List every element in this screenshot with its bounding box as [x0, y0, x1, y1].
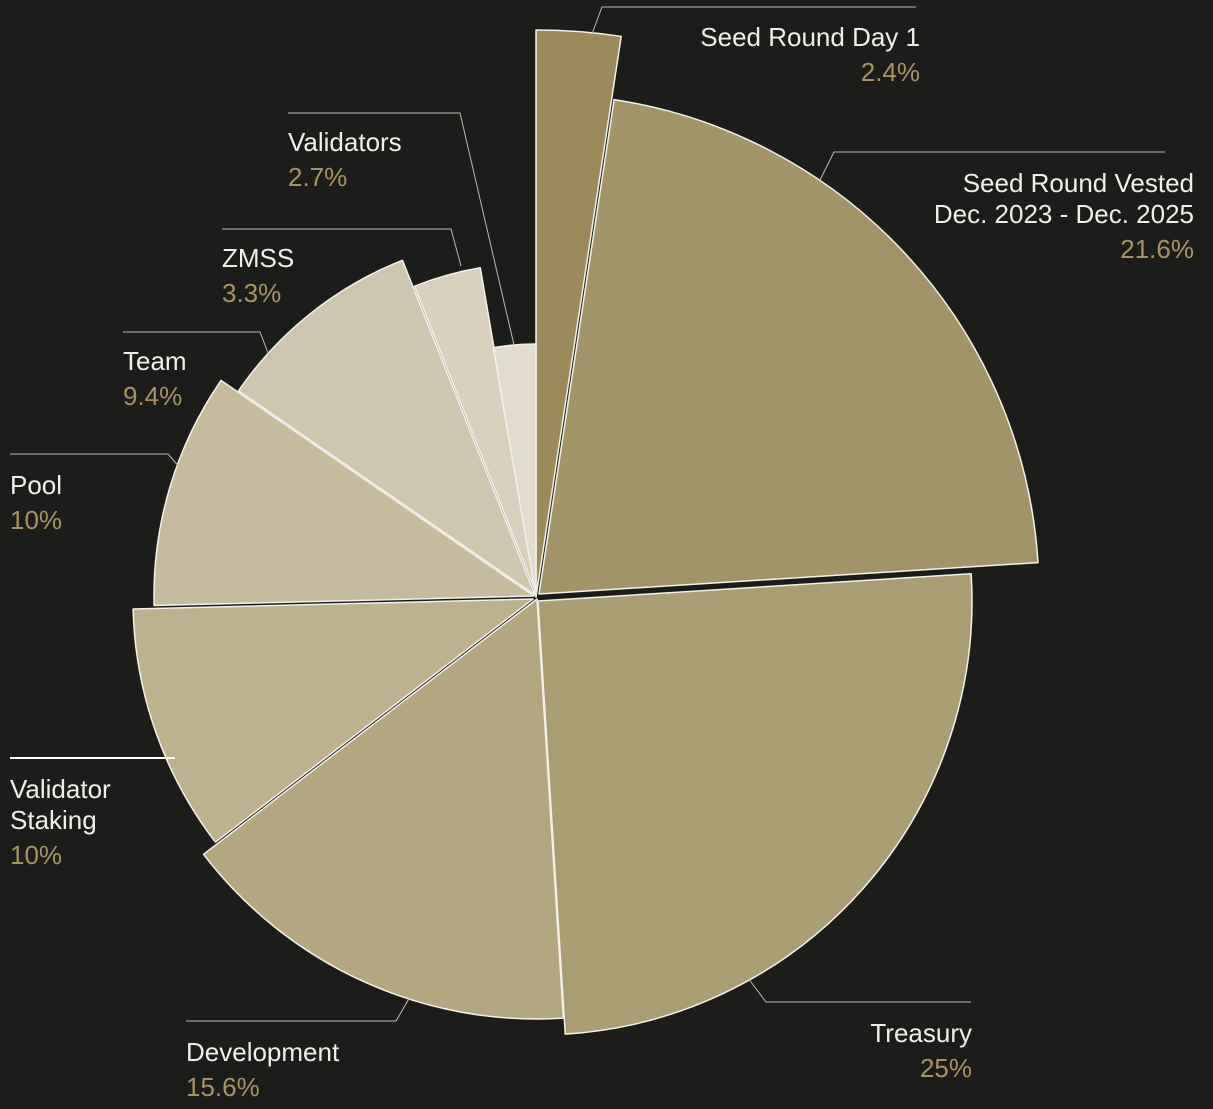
leader-line-zmss — [222, 228, 462, 267]
slice-label-name: Development — [186, 1037, 340, 1067]
label-pool: Pool 10% — [10, 470, 62, 536]
slice-label-name: Seed Round Day 1 — [700, 22, 920, 52]
slice-label-value: 9.4% — [123, 381, 183, 412]
pie-slice-development — [202, 598, 565, 1020]
label-treasury: Treasury 25% — [870, 1018, 972, 1084]
leader-line-validators — [288, 112, 515, 346]
slice-label-value: 2.4% — [860, 57, 920, 88]
label-seed-round-day-1: Seed Round Day 1 2.4% — [700, 22, 920, 88]
leader-line-pool — [10, 453, 183, 471]
slice-label-value: 15.6% — [186, 1072, 260, 1103]
label-validator-staking: Validator Staking 10% — [10, 774, 111, 872]
slice-label-name: Validators — [288, 127, 402, 157]
slice-label-name: ZMSS — [222, 243, 295, 273]
slice-label-name: Treasury — [870, 1018, 972, 1048]
label-zmss: ZMSS 3.3% — [222, 243, 294, 309]
slice-label-name: Team — [123, 346, 187, 376]
slice-label-value: 10% — [10, 505, 63, 536]
slice-label-value: 21.6% — [1120, 234, 1194, 265]
pie-slice-validator-staking — [132, 598, 534, 843]
pie-slice-treasury — [537, 572, 973, 1035]
label-development: Development 15.6% — [186, 1037, 339, 1103]
leader-line-team — [123, 331, 271, 359]
label-validators: Validators 2.7% — [288, 127, 402, 193]
leader-lines-layer — [10, 6, 1165, 1022]
slice-label-name-line-2: Dec. 2023 - Dec. 2025 — [933, 199, 1194, 230]
leader-line-treasury — [747, 977, 971, 1003]
pie-slice-seed-round-day-1 — [535, 29, 622, 598]
slice-label-value: 25% — [919, 1053, 972, 1084]
pie-slice-zmss — [413, 266, 537, 594]
leader-line-seed-round-vested — [819, 151, 1165, 181]
pie-slice-pool — [153, 379, 535, 607]
slice-label-value: 3.3% — [222, 278, 282, 309]
slice-label-name-line-2: Staking — [10, 805, 97, 836]
label-team: Team 9.4% — [123, 346, 187, 412]
slice-label-value: 10% — [10, 840, 63, 871]
label-seed-round-vested: Seed Round Vested Dec. 2023 - Dec. 2025 … — [934, 168, 1194, 266]
pie-slice-seed-round-vested-dec-2023-dec-2025 — [538, 98, 1039, 595]
pie-slice-team — [237, 259, 536, 596]
slice-label-name: Pool — [10, 470, 63, 500]
slice-label-value: 2.7% — [288, 162, 348, 193]
slice-label-name-line-1: Seed Round Vested — [962, 168, 1194, 198]
slice-label-name-line-1: Validator — [10, 774, 111, 804]
leader-line-seed-round-day-1 — [591, 6, 916, 35]
pie-slice-validators — [492, 343, 537, 598]
slices-layer — [132, 29, 1039, 1035]
leader-line-development — [186, 996, 411, 1022]
